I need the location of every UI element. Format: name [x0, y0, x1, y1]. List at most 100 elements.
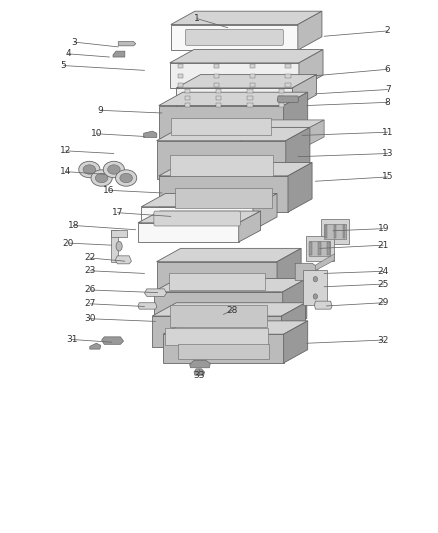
Text: 21: 21 — [378, 241, 389, 249]
Bar — [285, 74, 291, 78]
Bar — [324, 224, 346, 239]
Polygon shape — [152, 303, 305, 316]
Text: 13: 13 — [382, 149, 393, 158]
Text: 18: 18 — [68, 221, 79, 230]
Bar — [250, 74, 255, 78]
Ellipse shape — [79, 161, 100, 177]
Polygon shape — [277, 248, 301, 293]
Polygon shape — [156, 262, 277, 293]
Polygon shape — [118, 42, 136, 46]
Polygon shape — [145, 289, 166, 296]
Ellipse shape — [116, 241, 122, 251]
Text: 10: 10 — [91, 130, 102, 138]
Text: 11: 11 — [382, 128, 393, 136]
Bar — [279, 89, 284, 93]
Text: 7: 7 — [385, 85, 391, 94]
Polygon shape — [175, 188, 272, 208]
Polygon shape — [288, 163, 312, 212]
Polygon shape — [157, 127, 310, 141]
Polygon shape — [240, 120, 324, 128]
Bar — [325, 225, 328, 238]
Bar — [216, 96, 221, 100]
Bar — [178, 74, 184, 78]
Polygon shape — [138, 303, 157, 309]
Bar — [285, 83, 291, 87]
Text: 12: 12 — [60, 147, 71, 155]
Polygon shape — [138, 223, 239, 242]
Text: 14: 14 — [60, 167, 71, 176]
Text: 3: 3 — [71, 38, 78, 46]
Polygon shape — [113, 51, 125, 57]
Ellipse shape — [83, 165, 95, 174]
Bar — [111, 230, 118, 262]
Bar — [343, 225, 345, 238]
Bar — [185, 103, 190, 107]
Polygon shape — [277, 96, 299, 102]
Ellipse shape — [313, 294, 318, 299]
Polygon shape — [283, 92, 307, 138]
Polygon shape — [170, 305, 267, 327]
Ellipse shape — [108, 165, 120, 174]
Polygon shape — [159, 106, 283, 138]
Ellipse shape — [95, 173, 108, 183]
Bar — [216, 103, 221, 107]
Text: 20: 20 — [62, 239, 74, 247]
Polygon shape — [178, 344, 268, 359]
Text: 19: 19 — [378, 224, 389, 233]
Polygon shape — [152, 316, 281, 347]
Text: 2: 2 — [385, 27, 390, 35]
Polygon shape — [299, 50, 323, 88]
Bar — [185, 96, 190, 100]
Bar — [247, 96, 253, 100]
Polygon shape — [239, 211, 261, 242]
Text: 15: 15 — [382, 173, 393, 181]
Text: 30: 30 — [84, 314, 95, 323]
Polygon shape — [141, 207, 253, 230]
Polygon shape — [170, 63, 299, 88]
Polygon shape — [159, 176, 288, 212]
Ellipse shape — [313, 277, 318, 282]
Polygon shape — [153, 292, 283, 332]
Polygon shape — [171, 11, 322, 25]
Bar — [250, 64, 255, 68]
Bar — [247, 89, 253, 93]
Text: 33: 33 — [194, 371, 205, 379]
Polygon shape — [176, 75, 316, 88]
Text: 27: 27 — [84, 300, 95, 308]
Polygon shape — [283, 278, 307, 332]
Text: 6: 6 — [385, 65, 391, 74]
Text: 32: 32 — [378, 336, 389, 344]
Bar — [250, 83, 255, 87]
Ellipse shape — [91, 170, 112, 186]
Polygon shape — [194, 369, 205, 375]
Polygon shape — [163, 334, 283, 363]
Polygon shape — [90, 343, 101, 349]
Polygon shape — [138, 211, 261, 223]
Polygon shape — [115, 256, 131, 264]
Text: 5: 5 — [60, 61, 67, 70]
Bar — [309, 241, 330, 256]
Polygon shape — [156, 248, 301, 262]
FancyBboxPatch shape — [185, 29, 283, 45]
Bar — [216, 89, 221, 93]
Bar — [318, 242, 321, 255]
Text: 31: 31 — [67, 335, 78, 344]
Polygon shape — [171, 25, 298, 50]
Text: 25: 25 — [378, 280, 389, 288]
Polygon shape — [315, 254, 335, 271]
Polygon shape — [298, 11, 322, 50]
Polygon shape — [171, 118, 271, 135]
Polygon shape — [286, 127, 310, 179]
Polygon shape — [157, 141, 286, 179]
Polygon shape — [165, 328, 268, 345]
Polygon shape — [163, 321, 307, 334]
Ellipse shape — [103, 161, 124, 177]
Bar — [214, 64, 219, 68]
Text: 8: 8 — [385, 98, 391, 107]
Polygon shape — [170, 155, 273, 176]
Polygon shape — [253, 193, 277, 230]
Polygon shape — [295, 263, 318, 280]
Bar — [185, 89, 190, 93]
Bar — [214, 74, 219, 78]
Polygon shape — [283, 321, 307, 363]
